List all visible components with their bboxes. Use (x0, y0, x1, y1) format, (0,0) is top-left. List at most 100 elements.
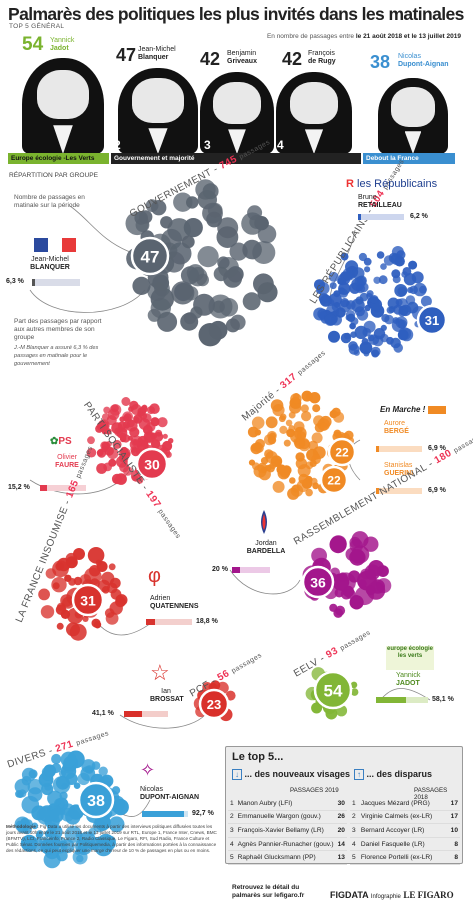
bubble (390, 337, 401, 349)
bubble (300, 404, 309, 413)
bubble (290, 484, 304, 497)
bubble (94, 838, 113, 857)
bubble (119, 432, 127, 440)
gone-name: Jacques Mézard (PRG) (358, 797, 447, 811)
ps-pct: 15,2 % (8, 484, 30, 491)
highlight-count: 31 (425, 313, 439, 328)
bubble (105, 612, 119, 625)
bubble (373, 276, 381, 284)
bubble (116, 455, 128, 468)
bubble (139, 210, 153, 224)
bubble (250, 442, 262, 455)
more-link[interactable]: Retrouvez le détail du palmarès sur lefi… (232, 884, 305, 899)
new-face-name: François-Xavier Bellamy (LR) (235, 823, 336, 838)
majorite-share-bar2 (376, 488, 422, 494)
new-face-value: 26 (335, 810, 347, 825)
bubble (285, 419, 293, 427)
lr-logo: R les Républicains (346, 178, 438, 190)
bubble (419, 285, 427, 294)
bubble (289, 477, 296, 484)
bubble (324, 313, 337, 326)
pcf-person: Ian BROSSAT (150, 688, 184, 703)
cluster-divers: 38 (14, 750, 129, 869)
bubble (301, 411, 312, 422)
rank3-name: Benjamin Griveaux (227, 50, 257, 65)
bubble (365, 585, 376, 596)
legend-share-note: Part des passages par rapport aux autres… (14, 318, 102, 341)
lr-share-bar (358, 214, 404, 220)
new-faces-title: ↓ ... des nouveaux visages (232, 769, 350, 780)
group-bar-dlf: Debout la France (363, 153, 455, 164)
legend-footnote: J.-M Blanquer a assuré 6,3 % des passage… (14, 345, 99, 367)
rank4-name: François de Rugy (308, 50, 336, 65)
bubble (366, 290, 374, 298)
gone-value: 8 (446, 850, 460, 865)
bubble (288, 425, 295, 432)
lr-connector (329, 229, 356, 301)
gone-row: 2 Virginie Calmels (ex-LR) 17 (350, 810, 460, 825)
rn-connector (229, 569, 301, 595)
bubble (403, 273, 417, 286)
bubble (78, 837, 90, 850)
pcf-share-bar (124, 711, 168, 717)
bubble (311, 432, 323, 444)
bubble (103, 406, 111, 414)
highlight-count: 22 (335, 446, 349, 460)
bubble (86, 447, 97, 458)
legend-connector-1 (69, 205, 131, 253)
bubble (208, 294, 233, 319)
bubble (242, 292, 261, 311)
bubble (371, 349, 380, 358)
bubble (108, 408, 120, 420)
bubble (202, 183, 219, 200)
rank2-number: 2 (114, 138, 121, 152)
gone-rank: 2 (350, 810, 359, 825)
lfi-logo: φ (148, 565, 161, 587)
bubble (96, 422, 106, 431)
highlight-count: 31 (80, 592, 96, 608)
bubble (367, 334, 375, 342)
bubble (297, 464, 311, 478)
bubble (395, 298, 403, 306)
lr-person: Bruno RETAILLEAU (358, 194, 402, 209)
cluster-pcf: 23 (193, 680, 236, 722)
highlight-bubble (130, 236, 170, 276)
bubble (174, 282, 193, 302)
bubble (126, 420, 138, 432)
bubble (152, 274, 170, 292)
bubble (397, 329, 409, 341)
rn-pct: 20 % (212, 566, 228, 573)
highlight-bubble (135, 447, 169, 481)
rank4-number: 4 (277, 138, 284, 152)
new-face-row: 5 Raphaël Glucksmann (PP) 13 (228, 850, 347, 865)
rank4-count: 42 (282, 49, 303, 69)
bubble (402, 267, 412, 276)
bubble (68, 578, 76, 586)
rank5-count: 38 (370, 52, 391, 72)
gone-rank: 5 (350, 850, 359, 865)
bubble (95, 559, 102, 566)
bubble (132, 276, 151, 295)
bubble (365, 569, 376, 580)
highlight-count: 47 (141, 247, 160, 266)
bubble (339, 299, 352, 313)
bubble (358, 579, 367, 588)
bubble (91, 618, 101, 628)
bubble (293, 421, 305, 432)
highlight-count: 23 (207, 697, 221, 712)
gone-value: 10 (446, 823, 460, 838)
bubble (329, 603, 338, 612)
highlight-count: 22 (327, 474, 341, 488)
bubble (331, 302, 341, 312)
bubble (147, 308, 161, 322)
bubble (294, 437, 306, 449)
bubble (328, 271, 339, 282)
bubble (140, 405, 148, 413)
bubble (56, 622, 64, 630)
bubble (138, 418, 151, 430)
new-face-name: Agnès Pannier-Runacher (gouv.) (235, 837, 336, 852)
divers-person: Nicolas DUPONT-AIGNAN (140, 786, 200, 801)
ps-logo: ✿PS (50, 436, 72, 447)
bubble (208, 320, 228, 340)
bubble (267, 435, 277, 445)
